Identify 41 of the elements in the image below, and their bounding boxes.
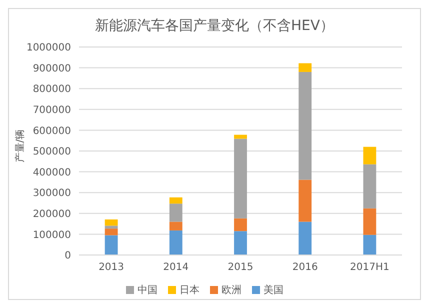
bar bbox=[363, 164, 376, 208]
x-tick-label: 2014 bbox=[163, 262, 189, 274]
bar bbox=[169, 197, 182, 204]
x-tick-label: 2015 bbox=[228, 262, 254, 274]
y-tick-label: 1000000 bbox=[26, 42, 71, 54]
chart-title: 新能源汽车各国产量变化（不含HEV） bbox=[94, 17, 335, 36]
y-tick-label: 300000 bbox=[32, 188, 71, 200]
y-axis-title: 产量/辆 bbox=[14, 128, 27, 165]
bar bbox=[169, 222, 182, 230]
bar bbox=[104, 235, 118, 255]
y-tick-label: 0 bbox=[64, 250, 71, 262]
y-tick-label: 900000 bbox=[32, 63, 71, 74]
bar bbox=[363, 234, 376, 255]
y-tick-label: 200000 bbox=[32, 208, 71, 220]
legend-label: 美国 bbox=[264, 285, 284, 296]
bar bbox=[169, 230, 182, 255]
bar bbox=[104, 226, 118, 229]
x-tick-label: 2017H1 bbox=[350, 262, 390, 274]
legend-label: 欧洲 bbox=[222, 285, 242, 296]
bar bbox=[298, 222, 312, 255]
bar bbox=[298, 72, 312, 180]
x-tick-label: 2016 bbox=[292, 262, 318, 274]
bar bbox=[169, 204, 182, 222]
bar bbox=[104, 228, 118, 236]
bar bbox=[363, 208, 376, 235]
bar bbox=[363, 146, 376, 164]
y-tick-label: 700000 bbox=[32, 104, 71, 116]
x-tick-label: 2013 bbox=[98, 262, 124, 274]
bar bbox=[234, 218, 247, 232]
y-tick-label: 100000 bbox=[32, 230, 71, 241]
bar bbox=[234, 138, 247, 218]
bar bbox=[298, 180, 312, 222]
y-tick-label: 800000 bbox=[32, 84, 71, 96]
y-tick-label: 600000 bbox=[32, 126, 71, 137]
bar bbox=[104, 219, 118, 226]
legend-label: 中国 bbox=[138, 285, 158, 296]
y-tick-label: 400000 bbox=[32, 167, 71, 178]
bar bbox=[234, 231, 247, 255]
legend-label: 日本 bbox=[180, 285, 200, 296]
y-tick-label: 500000 bbox=[32, 146, 71, 158]
bar bbox=[298, 63, 312, 72]
